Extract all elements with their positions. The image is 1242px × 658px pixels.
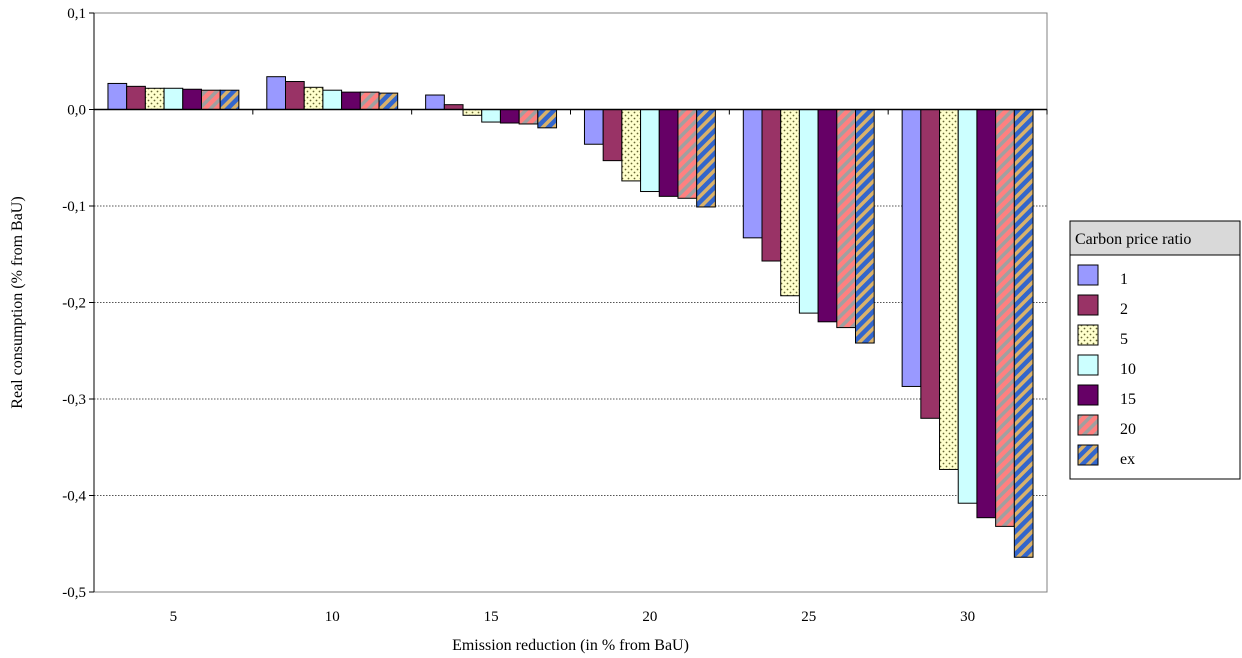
legend-swatch xyxy=(1077,414,1099,436)
bar xyxy=(658,109,679,197)
x-tick-label: 30 xyxy=(960,609,975,625)
legend-label: 20 xyxy=(1120,421,1136,438)
x-tick-label: 20 xyxy=(642,609,657,625)
legend-swatch xyxy=(1077,354,1099,376)
bar xyxy=(939,109,959,470)
bar xyxy=(359,91,380,110)
y-tick-label: 0,0 xyxy=(67,103,86,119)
bars xyxy=(107,76,1034,558)
x-tick-label: 25 xyxy=(801,609,816,625)
bar xyxy=(583,109,604,145)
bar xyxy=(144,87,165,110)
x-tick-label: 10 xyxy=(325,609,340,625)
legend-label: 2 xyxy=(1120,301,1128,318)
bar xyxy=(341,91,361,110)
legend-swatch xyxy=(1077,384,1099,406)
legend-swatch xyxy=(1077,264,1099,286)
bar xyxy=(901,109,922,387)
bar xyxy=(303,86,324,110)
bar xyxy=(200,89,221,110)
axes: 0,1 0,0 -0,1 -0,2 -0,3 -0,4 -0,5 5 10 15 20 25 30 xyxy=(62,6,1048,625)
bar xyxy=(621,109,642,182)
bar xyxy=(499,109,520,124)
bar xyxy=(836,109,856,329)
bar xyxy=(266,76,286,111)
bar xyxy=(640,109,660,193)
bar xyxy=(322,89,343,110)
x-axis-label: Emission reduction (in % from BaU) xyxy=(452,637,689,654)
bar xyxy=(285,81,305,110)
bar xyxy=(920,109,941,419)
bar xyxy=(219,89,240,110)
bar xyxy=(742,109,763,239)
bar xyxy=(798,109,819,314)
x-tick-label: 5 xyxy=(170,609,178,625)
legend-items: 1 2 5 10 15 20 ex xyxy=(1077,264,1136,468)
bar xyxy=(696,109,716,208)
y-tick-label: -0,1 xyxy=(62,199,86,215)
bar xyxy=(481,109,501,123)
bar xyxy=(957,109,978,504)
legend-label: 1 xyxy=(1120,271,1128,288)
legend-swatch xyxy=(1077,294,1099,316)
y-tick-label: -0,3 xyxy=(62,392,86,408)
bar xyxy=(602,109,623,162)
legend-label: 15 xyxy=(1120,391,1136,408)
bar xyxy=(518,109,539,125)
legend-label: ex xyxy=(1120,451,1135,468)
y-tick-label: -0,2 xyxy=(62,296,86,312)
y-axis-label: Real consumption (% from BaU) xyxy=(9,196,26,408)
legend-title: Carbon price ratio xyxy=(1075,231,1191,248)
bar xyxy=(761,109,782,262)
legend-label: 5 xyxy=(1120,331,1128,348)
bar xyxy=(677,109,698,199)
bar xyxy=(107,82,128,110)
bar xyxy=(817,109,838,323)
legend-swatch xyxy=(1077,444,1099,466)
bar xyxy=(976,109,997,519)
y-tick-label: -0,4 xyxy=(62,489,86,505)
x-tick-label: 15 xyxy=(484,609,499,625)
y-tick-label: -0,5 xyxy=(62,585,86,601)
bar xyxy=(378,92,399,111)
bar xyxy=(1013,109,1034,558)
bar xyxy=(425,94,445,111)
bar xyxy=(537,109,558,129)
bar xyxy=(163,87,184,110)
legend: Carbon price ratio 1 2 5 10 15 20 ex xyxy=(1069,220,1241,480)
legend-swatch xyxy=(1077,324,1099,346)
bar xyxy=(126,85,146,110)
legend-box xyxy=(1069,220,1241,480)
bar xyxy=(462,109,483,116)
bar xyxy=(995,109,1015,527)
bar xyxy=(780,109,800,297)
legend-title-background xyxy=(1069,220,1241,256)
legend-label: 10 xyxy=(1120,361,1136,378)
bar xyxy=(855,109,875,344)
bar xyxy=(182,88,202,110)
y-tick-label: 0,1 xyxy=(67,6,86,22)
